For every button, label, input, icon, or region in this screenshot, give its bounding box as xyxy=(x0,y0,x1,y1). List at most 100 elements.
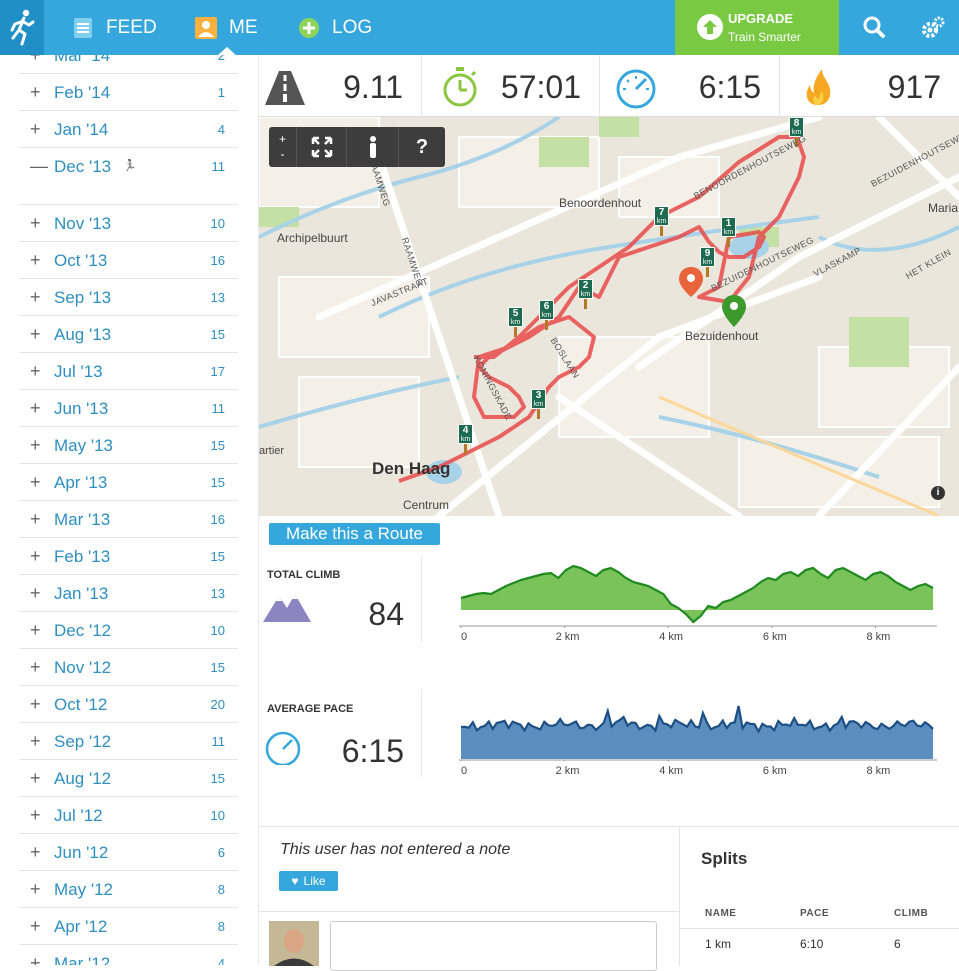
sidebar-month-item[interactable]: + Jun '12 6 xyxy=(19,834,238,871)
sidebar-month-item[interactable]: + Feb '14 1 xyxy=(19,74,238,111)
expand-toggle-icon[interactable]: + xyxy=(30,842,41,862)
route-map[interactable]: 1 km 2 km 3 km 4 km 5 km 6 km 7 km 8 km 9 km Benoordenhou… xyxy=(259,117,959,516)
sidebar-month-item[interactable]: + May '13 15 xyxy=(19,427,238,464)
expand-toggle-icon[interactable]: + xyxy=(30,694,41,714)
expand-toggle-icon[interactable]: + xyxy=(30,324,41,344)
nav-me[interactable]: ME xyxy=(195,0,258,55)
month-label[interactable]: Jun '13 xyxy=(54,399,109,418)
map-info-icon[interactable]: i xyxy=(931,486,945,500)
sidebar-month-item[interactable]: + Jul '12 10 xyxy=(19,797,238,834)
zoom-in-button[interactable]: + xyxy=(278,132,286,146)
month-label[interactable]: Feb '13 xyxy=(54,547,111,566)
month-label[interactable]: Apr '13 xyxy=(54,473,108,492)
upgrade-button[interactable]: UPGRADE Train Smarter xyxy=(675,0,839,55)
month-label[interactable]: Jan '13 xyxy=(54,584,109,603)
nav-log[interactable]: LOG xyxy=(298,0,372,55)
month-label[interactable]: Mar '12 xyxy=(54,954,111,965)
expand-toggle-icon[interactable]: — xyxy=(30,156,48,176)
sidebar-month-item[interactable]: + Mar '12 4 xyxy=(19,945,238,965)
expand-toggle-icon[interactable]: + xyxy=(30,250,41,270)
nav-feed[interactable]: FEED xyxy=(72,0,157,55)
map-help-button[interactable]: ? xyxy=(415,135,429,158)
splits-panel: Splits NAME PACE CLIMB 1 km 6:10 6 xyxy=(679,827,959,966)
street-view-person-icon[interactable] xyxy=(347,127,399,167)
sidebar-month-item[interactable]: + Oct '12 20 xyxy=(19,686,238,723)
sidebar-month-item[interactable]: + Dec '12 10 xyxy=(19,612,238,649)
month-label[interactable]: Jun '12 xyxy=(54,843,109,862)
month-count: 20 xyxy=(210,697,225,712)
axis-tick-label: 8 km xyxy=(866,765,891,777)
expand-toggle-icon[interactable]: + xyxy=(30,657,41,677)
month-label[interactable]: Nov '12 xyxy=(54,658,112,677)
month-label[interactable]: May '13 xyxy=(54,436,113,455)
month-label[interactable]: Aug '12 xyxy=(54,769,112,788)
sidebar-month-item[interactable]: — Dec '13 11 🏃 xyxy=(19,148,238,205)
sidebar-month-item[interactable]: + Sep '13 13 xyxy=(19,279,238,316)
expand-toggle-icon[interactable]: + xyxy=(30,879,41,899)
month-label[interactable]: Mar '14 xyxy=(54,55,111,65)
expand-toggle-icon[interactable]: + xyxy=(30,119,41,139)
month-label[interactable]: May '12 xyxy=(54,880,113,899)
expand-toggle-icon[interactable]: + xyxy=(30,583,41,603)
expand-toggle-icon[interactable]: + xyxy=(30,472,41,492)
expand-toggle-icon[interactable]: + xyxy=(30,55,41,65)
sidebar-month-item[interactable]: + Jun '13 11 xyxy=(19,390,238,427)
expand-toggle-icon[interactable]: + xyxy=(30,398,41,418)
month-label[interactable]: Sep '12 xyxy=(54,732,112,751)
expand-toggle-icon[interactable]: + xyxy=(30,731,41,751)
expand-toggle-icon[interactable]: + xyxy=(30,546,41,566)
month-label[interactable]: Oct '13 xyxy=(54,251,108,270)
axis-tick-label: 0 xyxy=(461,765,468,777)
comment-input[interactable] xyxy=(330,921,657,971)
sidebar-month-item[interactable]: + Aug '12 15 xyxy=(19,760,238,797)
fullscreen-icon[interactable] xyxy=(297,127,347,167)
expand-toggle-icon[interactable]: + xyxy=(30,287,41,307)
month-label[interactable]: Feb '14 xyxy=(54,83,111,102)
sidebar-month-item[interactable]: + Mar '13 16 xyxy=(19,501,238,538)
zoom-out-button[interactable]: - xyxy=(280,147,285,161)
month-label[interactable]: Jul '13 xyxy=(54,362,103,381)
expand-toggle-icon[interactable]: + xyxy=(30,82,41,102)
sidebar-month-item[interactable]: + Jul '13 17 xyxy=(19,353,238,390)
sidebar-month-item[interactable]: + Nov '13 10 xyxy=(19,205,238,242)
sidebar-month-item[interactable]: + Feb '13 15 xyxy=(19,538,238,575)
pace-chart xyxy=(459,705,937,761)
expand-toggle-icon[interactable]: + xyxy=(30,768,41,788)
sidebar-month-item[interactable]: + Oct '13 16 xyxy=(19,242,238,279)
axis-tick-label: 8 km xyxy=(866,631,891,643)
month-label[interactable]: Dec '13 xyxy=(54,157,112,176)
runner-logo-icon[interactable] xyxy=(0,0,44,55)
month-label[interactable]: Aug '13 xyxy=(54,325,112,344)
month-label[interactable]: Jan '14 xyxy=(54,120,109,139)
make-route-button[interactable]: Make this a Route xyxy=(269,523,440,545)
month-label[interactable]: Nov '13 xyxy=(54,214,112,233)
search-icon[interactable] xyxy=(862,15,886,39)
map-canvas xyxy=(259,117,959,516)
expand-toggle-icon[interactable]: + xyxy=(30,953,41,965)
expand-toggle-icon[interactable]: + xyxy=(30,435,41,455)
sidebar-month-item[interactable]: + Nov '12 15 xyxy=(19,649,238,686)
month-label[interactable]: Oct '12 xyxy=(54,695,108,714)
like-button[interactable]: ♥ Like xyxy=(279,871,338,891)
sidebar-month-item[interactable]: + Sep '12 11 xyxy=(19,723,238,760)
month-label[interactable]: Jul '12 xyxy=(54,806,103,825)
sidebar-month-item[interactable]: + Jan '13 13 xyxy=(19,575,238,612)
km-marker: 7 km xyxy=(654,206,669,236)
expand-toggle-icon[interactable]: + xyxy=(30,620,41,640)
sidebar-month-item[interactable]: + Apr '12 8 xyxy=(19,908,238,945)
month-label[interactable]: Dec '12 xyxy=(54,621,112,640)
expand-toggle-icon[interactable]: + xyxy=(30,213,41,233)
expand-toggle-icon[interactable]: + xyxy=(30,916,41,936)
sidebar-month-item[interactable]: + Jan '14 4 xyxy=(19,111,238,148)
month-label[interactable]: Mar '13 xyxy=(54,510,111,529)
expand-toggle-icon[interactable]: + xyxy=(30,361,41,381)
sidebar-month-item[interactable]: + May '12 8 xyxy=(19,871,238,908)
settings-gear-icon[interactable] xyxy=(920,15,946,41)
sidebar-month-item[interactable]: + Apr '13 15 xyxy=(19,464,238,501)
sidebar-month-item[interactable]: + Aug '13 15 xyxy=(19,316,238,353)
expand-toggle-icon[interactable]: + xyxy=(30,509,41,529)
month-label[interactable]: Apr '12 xyxy=(54,917,108,936)
expand-toggle-icon[interactable]: + xyxy=(30,805,41,825)
sidebar-month-item[interactable]: + Mar '14 2 xyxy=(19,55,238,74)
month-label[interactable]: Sep '13 xyxy=(54,288,112,307)
